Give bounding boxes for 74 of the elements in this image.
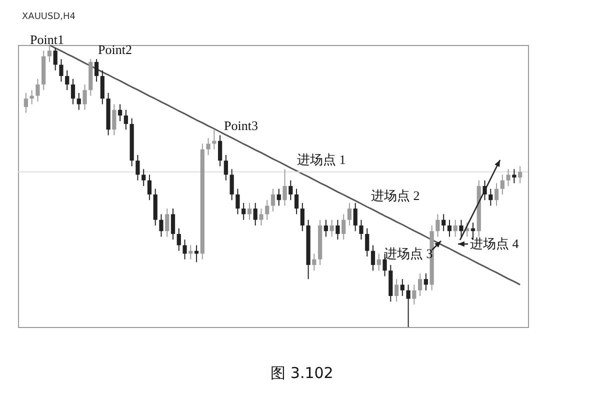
candlestick bbox=[236, 188, 240, 215]
candlestick bbox=[418, 272, 422, 296]
candlestick bbox=[147, 174, 152, 201]
candlestick bbox=[136, 154, 140, 181]
candlestick bbox=[270, 188, 276, 212]
candlestick bbox=[312, 253, 316, 272]
candlestick bbox=[353, 202, 358, 232]
candlestick bbox=[453, 219, 458, 238]
candlestick bbox=[400, 278, 404, 296]
candlestick bbox=[118, 104, 122, 122]
candlestick bbox=[36, 78, 40, 102]
candlestick bbox=[165, 208, 170, 238]
candlestick bbox=[494, 182, 499, 206]
candlestick bbox=[82, 84, 87, 110]
candlestick bbox=[394, 278, 399, 302]
candlestick bbox=[300, 202, 304, 232]
annotation: 进场点 2 bbox=[371, 188, 420, 203]
candlestick bbox=[359, 219, 364, 240]
candlestick bbox=[488, 188, 493, 206]
candlestick bbox=[59, 58, 64, 82]
candlestick bbox=[282, 168, 287, 206]
annotation: 进场点 4 bbox=[470, 236, 519, 251]
annotation: 进场点 3 bbox=[384, 246, 433, 261]
candlestick bbox=[442, 214, 446, 232]
candlestick bbox=[124, 109, 128, 130]
candlestick bbox=[500, 174, 504, 195]
candlestick bbox=[342, 214, 346, 240]
candlestick bbox=[176, 228, 181, 252]
candlestick bbox=[518, 166, 522, 184]
candlestick bbox=[370, 244, 376, 272]
candlestick bbox=[406, 284, 410, 328]
candlestick bbox=[76, 92, 81, 110]
candlestick bbox=[512, 168, 516, 184]
candlestick bbox=[330, 219, 334, 238]
candlestick bbox=[365, 228, 370, 257]
candlestick bbox=[294, 188, 299, 215]
candlestick bbox=[324, 219, 328, 238]
candlestick bbox=[347, 202, 352, 226]
candlestick bbox=[459, 219, 464, 238]
annotation: Point3 bbox=[224, 118, 258, 133]
annotation: Point2 bbox=[98, 42, 132, 57]
candlestick bbox=[94, 58, 99, 82]
candlestick bbox=[230, 168, 234, 201]
candlestick bbox=[100, 70, 104, 105]
candlestick bbox=[70, 78, 76, 105]
candlestick bbox=[506, 168, 510, 186]
candlestick bbox=[24, 92, 28, 114]
candlestick bbox=[436, 214, 440, 238]
candlestick bbox=[288, 180, 293, 201]
candlestick bbox=[412, 284, 416, 305]
candlestick bbox=[447, 219, 452, 238]
candlestick bbox=[424, 272, 428, 291]
candlestick bbox=[276, 188, 281, 206]
annotation: Point1 bbox=[30, 32, 64, 47]
annotation: 进场点 1 bbox=[297, 152, 346, 167]
candlestick bbox=[218, 134, 222, 167]
candlestick bbox=[265, 200, 270, 220]
candlestick bbox=[259, 208, 264, 226]
candlestick bbox=[65, 70, 70, 91]
chart-title: XAUUSD,H4 bbox=[22, 12, 76, 22]
candlestick bbox=[253, 202, 258, 226]
candlestick bbox=[336, 219, 340, 240]
candlestick bbox=[376, 253, 381, 272]
caption: 图 3.102 bbox=[270, 364, 334, 383]
candlestick bbox=[53, 47, 58, 71]
candlestick bbox=[159, 214, 164, 238]
candlestick bbox=[142, 168, 146, 186]
candlestick bbox=[247, 202, 252, 220]
candlestick bbox=[112, 104, 116, 136]
candlestick bbox=[170, 208, 176, 240]
candlestick bbox=[182, 239, 187, 260]
candlestick bbox=[242, 202, 246, 220]
candlestick bbox=[224, 154, 228, 181]
candlestick bbox=[206, 138, 210, 156]
